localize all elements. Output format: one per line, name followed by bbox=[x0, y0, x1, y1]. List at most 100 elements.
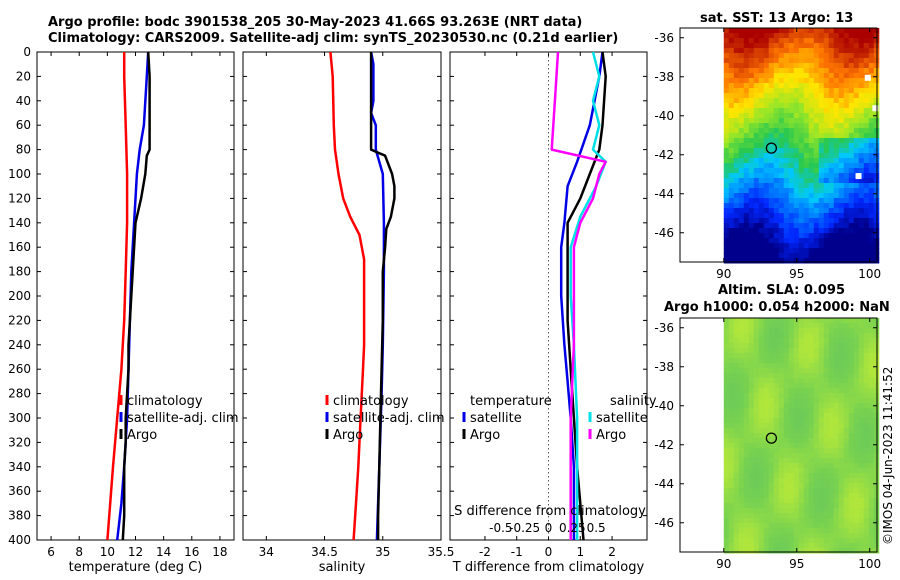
map-cell bbox=[833, 228, 840, 234]
map-cell bbox=[843, 218, 850, 224]
map-cell bbox=[778, 73, 785, 79]
map-cell bbox=[838, 433, 845, 439]
map-cell bbox=[813, 358, 820, 364]
map-cell bbox=[828, 28, 835, 34]
map-cell bbox=[833, 123, 840, 129]
map-cell bbox=[863, 483, 870, 489]
map-cell bbox=[758, 323, 765, 329]
map-cell bbox=[788, 93, 795, 99]
map-cell bbox=[828, 458, 835, 464]
map-cell bbox=[748, 453, 755, 459]
map-cell bbox=[798, 493, 805, 499]
map-cell bbox=[848, 353, 855, 359]
map-cell bbox=[758, 153, 765, 159]
map-cell bbox=[843, 378, 850, 384]
map-cell bbox=[748, 498, 755, 504]
map-cell bbox=[788, 243, 795, 249]
map-cell bbox=[858, 368, 865, 374]
map-cell bbox=[808, 88, 815, 94]
map-cell bbox=[823, 183, 830, 189]
map-cell bbox=[843, 213, 850, 219]
map-cell bbox=[773, 173, 780, 179]
map-cell bbox=[723, 523, 730, 529]
map-cell bbox=[853, 153, 860, 159]
map-cell bbox=[753, 243, 760, 249]
map-cell bbox=[753, 203, 760, 209]
map-cell bbox=[833, 548, 840, 554]
map-cell bbox=[748, 253, 755, 259]
map-cell bbox=[843, 398, 850, 404]
legend-label: Argo bbox=[596, 428, 626, 443]
map-cell bbox=[813, 438, 820, 444]
map-cell bbox=[818, 318, 825, 324]
map-cell bbox=[793, 443, 800, 449]
map-cell bbox=[833, 248, 840, 254]
x-axis-label-salinity-top: S difference from climatology bbox=[454, 504, 646, 519]
map-cell bbox=[843, 193, 850, 199]
map-cell bbox=[823, 128, 830, 134]
map-cell bbox=[868, 173, 875, 179]
map-cell bbox=[733, 538, 740, 544]
map-cell bbox=[793, 543, 800, 549]
map-cell bbox=[863, 448, 870, 454]
map-cell bbox=[838, 543, 845, 549]
map-cell bbox=[838, 38, 845, 44]
map-cell bbox=[803, 343, 810, 349]
map-cell bbox=[788, 393, 795, 399]
map-cell bbox=[773, 68, 780, 74]
map-cell bbox=[808, 343, 815, 349]
map-cell bbox=[753, 398, 760, 404]
map-cell bbox=[748, 108, 755, 114]
map-cell bbox=[848, 223, 855, 229]
series-line-climatology bbox=[329, 51, 366, 541]
map-cell bbox=[798, 253, 805, 259]
map-cell bbox=[723, 53, 730, 59]
map-cell bbox=[748, 463, 755, 469]
map-cell bbox=[753, 438, 760, 444]
map-cell bbox=[748, 448, 755, 454]
map-cell bbox=[773, 53, 780, 59]
map-cell bbox=[773, 333, 780, 339]
map-cell bbox=[868, 318, 875, 324]
map-cell bbox=[863, 368, 870, 374]
map-cell bbox=[858, 238, 865, 244]
map-cell bbox=[778, 483, 785, 489]
map-cell bbox=[858, 158, 865, 164]
map-cell bbox=[823, 453, 830, 459]
map-cell bbox=[863, 28, 870, 34]
map-cell bbox=[758, 393, 765, 399]
map-cell bbox=[848, 133, 855, 139]
map-cell bbox=[748, 548, 755, 554]
map-cell bbox=[748, 88, 755, 94]
map-cell bbox=[783, 178, 790, 184]
map-cell bbox=[798, 203, 805, 209]
map-cell bbox=[798, 358, 805, 364]
map-cell bbox=[758, 408, 765, 414]
map-cell bbox=[798, 168, 805, 174]
map-y-tick-label: -36 bbox=[654, 321, 674, 335]
map-cell bbox=[758, 378, 765, 384]
map-cell bbox=[743, 368, 750, 374]
map-cell bbox=[803, 173, 810, 179]
map-cell bbox=[848, 508, 855, 514]
map-cell bbox=[783, 63, 790, 69]
map-cell bbox=[758, 338, 765, 344]
map-cell bbox=[783, 338, 790, 344]
map-cell bbox=[833, 48, 840, 54]
map-cell bbox=[808, 548, 815, 554]
map-cell bbox=[783, 468, 790, 474]
map-cell bbox=[803, 233, 810, 239]
map-cell bbox=[778, 198, 785, 204]
map-cell bbox=[803, 218, 810, 224]
map-cell bbox=[733, 248, 740, 254]
map-cell bbox=[863, 353, 870, 359]
map-cell bbox=[818, 468, 825, 474]
map-cell bbox=[773, 373, 780, 379]
map-cell bbox=[748, 128, 755, 134]
map-cell bbox=[748, 123, 755, 129]
map-cell bbox=[788, 178, 795, 184]
map-cell bbox=[753, 208, 760, 214]
map-cell bbox=[738, 388, 745, 394]
map-cell bbox=[853, 413, 860, 419]
map-cell bbox=[728, 368, 735, 374]
